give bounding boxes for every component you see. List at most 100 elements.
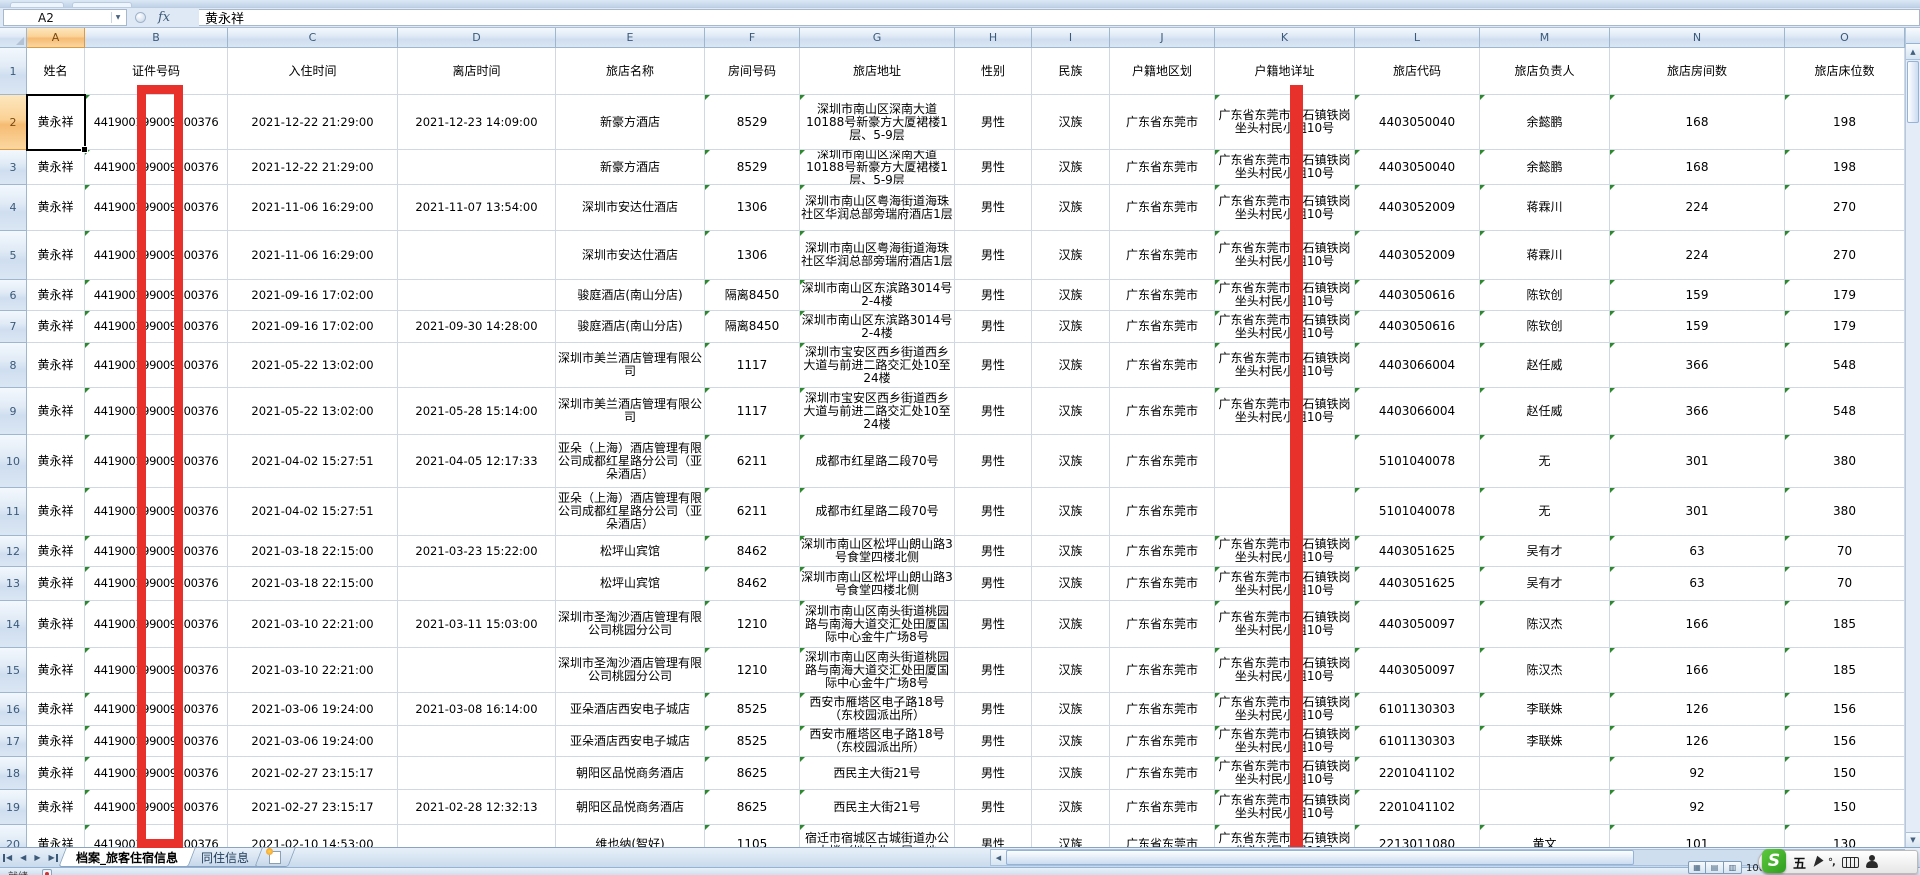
cell-O14[interactable]: 185 bbox=[1785, 601, 1905, 648]
cell-M9[interactable]: 赵任威 bbox=[1480, 388, 1610, 435]
cell-G3[interactable]: 深圳市南山区深南大道10188号新豪方大厦裙楼1层、5-9层 bbox=[800, 150, 955, 185]
cell-D8[interactable] bbox=[398, 343, 556, 388]
cell-A20[interactable]: 黄永祥 bbox=[27, 825, 85, 847]
header-cell-H1[interactable]: 性别 bbox=[955, 48, 1032, 95]
header-cell-I1[interactable]: 民族 bbox=[1032, 48, 1110, 95]
column-header-D[interactable]: D bbox=[398, 28, 556, 48]
cell-B14[interactable]: 441900199009300376 bbox=[85, 601, 228, 648]
cell-G20[interactable]: 宿迁市宿城区古城街道办公大楼（地上北＿层＿地 bbox=[800, 825, 955, 847]
cell-A8[interactable]: 黄永祥 bbox=[27, 343, 85, 388]
cell-A16[interactable]: 黄永祥 bbox=[27, 693, 85, 726]
cell-I13[interactable]: 汉族 bbox=[1032, 567, 1110, 601]
cell-D7[interactable]: 2021-09-30 14:28:00 bbox=[398, 311, 556, 343]
cell-C2[interactable]: 2021-12-22 21:29:00 bbox=[228, 95, 398, 150]
cell-J17[interactable]: 广东省东莞市 bbox=[1110, 726, 1215, 757]
cell-N15[interactable]: 166 bbox=[1610, 648, 1785, 693]
cell-G5[interactable]: 深圳市南山区粤海街道海珠社区华润总部旁瑞府酒店1层 bbox=[800, 231, 955, 280]
cell-J3[interactable]: 广东省东莞市 bbox=[1110, 150, 1215, 185]
column-header-B[interactable]: B bbox=[85, 28, 228, 48]
row-header-20[interactable]: 20 bbox=[0, 825, 27, 847]
cell-N3[interactable]: 168 bbox=[1610, 150, 1785, 185]
row-header-2[interactable]: 2 bbox=[0, 95, 27, 150]
cell-D10[interactable]: 2021-04-05 12:17:33 bbox=[398, 435, 556, 488]
row-header-9[interactable]: 9 bbox=[0, 388, 27, 435]
cell-A7[interactable]: 黄永祥 bbox=[27, 311, 85, 343]
cell-C9[interactable]: 2021-05-22 13:02:00 bbox=[228, 388, 398, 435]
header-cell-L1[interactable]: 旅店代码 bbox=[1355, 48, 1480, 95]
cell-I4[interactable]: 汉族 bbox=[1032, 185, 1110, 231]
cell-A17[interactable]: 黄永祥 bbox=[27, 726, 85, 757]
cell-D4[interactable]: 2021-11-07 13:54:00 bbox=[398, 185, 556, 231]
cell-I17[interactable]: 汉族 bbox=[1032, 726, 1110, 757]
cell-J9[interactable]: 广东省东莞市 bbox=[1110, 388, 1215, 435]
toolbox-person-icon[interactable] bbox=[1865, 855, 1878, 869]
cell-G13[interactable]: 深圳市南山区松坪山朗山路3号食堂四楼北侧 bbox=[800, 567, 955, 601]
cell-D14[interactable]: 2021-03-11 15:03:00 bbox=[398, 601, 556, 648]
cell-F17[interactable]: 8525 bbox=[705, 726, 800, 757]
cell-K9[interactable]: 广东省东莞市企石镇铁岗坐头村民小组10号 bbox=[1215, 388, 1355, 435]
select-all-corner[interactable] bbox=[0, 28, 27, 48]
cell-D11[interactable] bbox=[398, 488, 556, 536]
horizontal-scroll-thumb[interactable] bbox=[1006, 850, 1634, 865]
cell-G7[interactable]: 深圳市南山区东滨路3014号2-4楼 bbox=[800, 311, 955, 343]
cell-O15[interactable]: 185 bbox=[1785, 648, 1905, 693]
vertical-scrollbar[interactable]: ▲ ▼ bbox=[1905, 28, 1920, 847]
cell-M5[interactable]: 蒋霖川 bbox=[1480, 231, 1610, 280]
name-box-dropdown-icon[interactable]: ▼ bbox=[111, 12, 124, 23]
scroll-down-icon[interactable]: ▼ bbox=[1906, 832, 1920, 847]
cell-B15[interactable]: 441900199009300376 bbox=[85, 648, 228, 693]
cell-G14[interactable]: 深圳市南山区南头街道桃园路与南海大道交汇处田厦国际中心金牛广场8号 bbox=[800, 601, 955, 648]
header-cell-M1[interactable]: 旅店负责人 bbox=[1480, 48, 1610, 95]
cell-N17[interactable]: 126 bbox=[1610, 726, 1785, 757]
cell-J14[interactable]: 广东省东莞市 bbox=[1110, 601, 1215, 648]
cell-O12[interactable]: 70 bbox=[1785, 536, 1905, 567]
row-header-7[interactable]: 7 bbox=[0, 311, 27, 343]
cell-A15[interactable]: 黄永祥 bbox=[27, 648, 85, 693]
cell-I16[interactable]: 汉族 bbox=[1032, 693, 1110, 726]
cell-O2[interactable]: 198 bbox=[1785, 95, 1905, 150]
cell-N4[interactable]: 224 bbox=[1610, 185, 1785, 231]
cell-G15[interactable]: 深圳市南山区南头街道桃园路与南海大道交汇处田厦国际中心金牛广场8号 bbox=[800, 648, 955, 693]
column-header-F[interactable]: F bbox=[705, 28, 800, 48]
cell-C11[interactable]: 2021-04-02 15:27:51 bbox=[228, 488, 398, 536]
cell-B9[interactable]: 441900199009300376 bbox=[85, 388, 228, 435]
cell-L6[interactable]: 4403050616 bbox=[1355, 280, 1480, 311]
cell-A9[interactable]: 黄永祥 bbox=[27, 388, 85, 435]
cell-E9[interactable]: 深圳市美兰酒店管理有限公司 bbox=[556, 388, 705, 435]
cell-L2[interactable]: 4403050040 bbox=[1355, 95, 1480, 150]
cell-I14[interactable]: 汉族 bbox=[1032, 601, 1110, 648]
cell-K3[interactable]: 广东省东莞市企石镇铁岗坐头村民小组10号 bbox=[1215, 150, 1355, 185]
cell-G9[interactable]: 深圳市宝安区西乡街道西乡大道与前进二路交汇处10至24楼 bbox=[800, 388, 955, 435]
cell-K10[interactable] bbox=[1215, 435, 1355, 488]
last-sheet-button[interactable]: ▶ bbox=[48, 852, 58, 862]
cell-H2[interactable]: 男性 bbox=[955, 95, 1032, 150]
cell-D3[interactable] bbox=[398, 150, 556, 185]
row-header-3[interactable]: 3 bbox=[0, 150, 27, 185]
cell-H7[interactable]: 男性 bbox=[955, 311, 1032, 343]
cell-A14[interactable]: 黄永祥 bbox=[27, 601, 85, 648]
row-header-12[interactable]: 12 bbox=[0, 536, 27, 567]
cell-O11[interactable]: 380 bbox=[1785, 488, 1905, 536]
cell-D19[interactable]: 2021-02-28 12:32:13 bbox=[398, 790, 556, 825]
cell-C14[interactable]: 2021-03-10 22:21:00 bbox=[228, 601, 398, 648]
cell-L15[interactable]: 4403050097 bbox=[1355, 648, 1480, 693]
cell-E13[interactable]: 松坪山宾馆 bbox=[556, 567, 705, 601]
cell-D6[interactable] bbox=[398, 280, 556, 311]
column-header-G[interactable]: G bbox=[800, 28, 955, 48]
cell-L19[interactable]: 2201041102 bbox=[1355, 790, 1480, 825]
vertical-scroll-track[interactable] bbox=[1906, 124, 1920, 832]
cell-N7[interactable]: 159 bbox=[1610, 311, 1785, 343]
cell-A6[interactable]: 黄永祥 bbox=[27, 280, 85, 311]
cell-F12[interactable]: 8462 bbox=[705, 536, 800, 567]
cell-D12[interactable]: 2021-03-23 15:22:00 bbox=[398, 536, 556, 567]
cell-G8[interactable]: 深圳市宝安区西乡街道西乡大道与前进二路交汇处10至24楼 bbox=[800, 343, 955, 388]
cell-N14[interactable]: 166 bbox=[1610, 601, 1785, 648]
cell-L17[interactable]: 6101130303 bbox=[1355, 726, 1480, 757]
cell-B20[interactable]: 441900199009300376 bbox=[85, 825, 228, 847]
tab-guest-lodging-info[interactable]: 档案_旅客住宿信息 bbox=[57, 848, 196, 867]
cell-E11[interactable]: 亚朵（上海）酒店管理有限公司成都红星路分公司（亚朵酒店） bbox=[556, 488, 705, 536]
cell-C19[interactable]: 2021-02-27 23:15:17 bbox=[228, 790, 398, 825]
cell-O4[interactable]: 270 bbox=[1785, 185, 1905, 231]
cell-J11[interactable]: 广东省东莞市 bbox=[1110, 488, 1215, 536]
row-header-13[interactable]: 13 bbox=[0, 567, 27, 601]
